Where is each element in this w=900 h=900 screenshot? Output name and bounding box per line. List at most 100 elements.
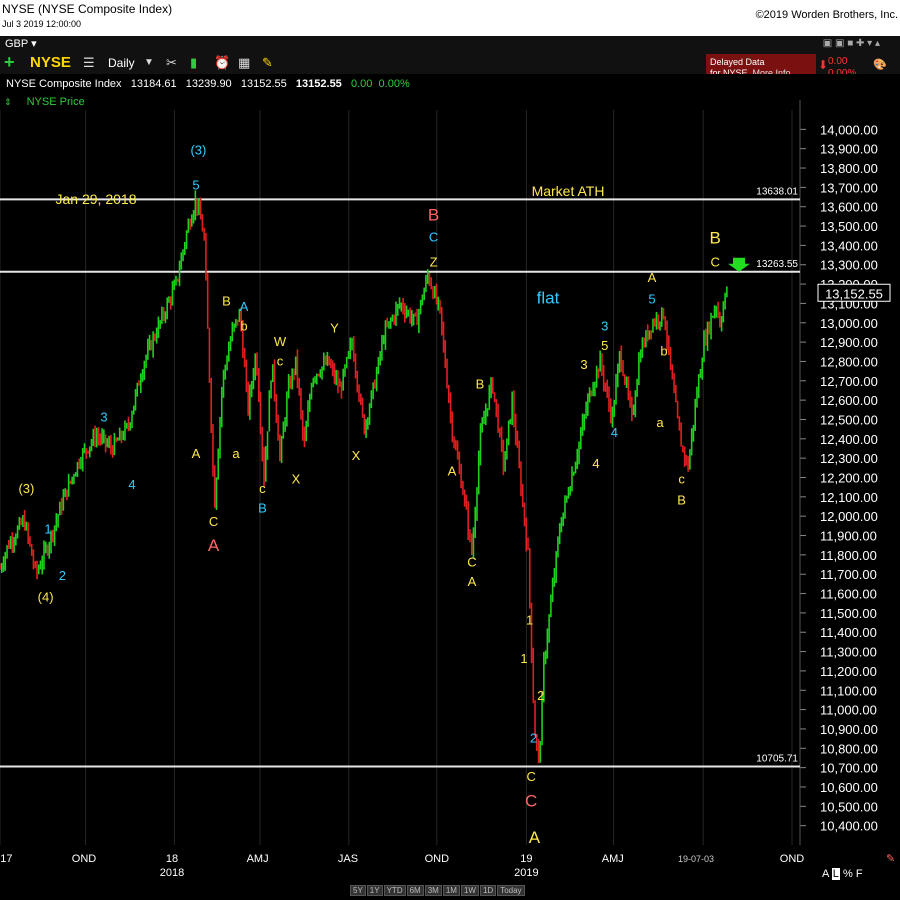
wave-label: 1 — [520, 651, 527, 666]
scale-options[interactable]: A L % F — [822, 868, 863, 880]
wave-label: B — [258, 500, 267, 515]
y-tick-label: 12,500.00 — [820, 412, 878, 427]
indicator-name: NYSE Price — [26, 96, 85, 108]
target-arrow-icon — [728, 257, 750, 272]
quote-high: 13239.90 — [185, 78, 232, 90]
period-dropdown-icon[interactable]: ▼ — [144, 57, 154, 68]
y-tick-label: 11,600.00 — [820, 587, 877, 602]
wave-label: B — [222, 293, 231, 308]
y-tick-label: 12,900.00 — [820, 335, 878, 350]
expand-icon[interactable]: ⇕ — [4, 97, 12, 107]
y-tick-label: 12,800.00 — [820, 354, 878, 369]
symbol-field[interactable]: NYSE — [30, 54, 71, 71]
currency-select[interactable]: GBP ▾ — [5, 38, 37, 50]
delayed-line1: Delayed Data — [710, 57, 765, 67]
x-tick-label: AMJ — [602, 853, 624, 865]
range-1d[interactable]: 1D — [479, 885, 497, 896]
wave-label: C — [525, 791, 537, 810]
window-controls[interactable]: ▣ ▣ ■ ✚ ▾ ▴ — [822, 38, 880, 49]
range-today[interactable]: Today — [497, 885, 525, 896]
current-price-box — [817, 283, 891, 302]
x-tick-label: JAS — [338, 853, 358, 865]
wave-label: b — [240, 319, 247, 334]
range-1m[interactable]: 1M — [442, 885, 460, 896]
change-box: 0.00 0.00% — [828, 56, 856, 80]
change-value: 0.00 — [828, 56, 848, 67]
range-buttons: 5Y 1Y YTD 6M 3M 1M 1W 1D Today — [350, 885, 526, 896]
wave-label: C — [429, 230, 438, 245]
y-tick-label: 12,700.00 — [820, 374, 878, 389]
y-tick-label: 13,400.00 — [820, 238, 878, 253]
wave-label: A — [448, 464, 457, 479]
alarm-clock-icon[interactable]: ⏰ — [214, 55, 231, 70]
draw-pencil-icon[interactable]: ✎ — [886, 853, 896, 865]
wave-label: B — [428, 205, 439, 224]
y-tick-label: 10,700.00 — [820, 761, 878, 776]
quote-name: NYSE Composite Index — [6, 78, 122, 90]
current-price-label: 13,152.55 — [825, 286, 883, 301]
wave-label: 1 — [526, 613, 533, 628]
quote-change-pct: 0.00% — [378, 78, 410, 90]
wave-label: c — [277, 353, 284, 368]
list-icon[interactable]: ☰ — [83, 55, 95, 70]
range-5y[interactable]: 5Y — [350, 885, 366, 896]
y-tick-label: 10,400.00 — [820, 819, 878, 834]
y-tick-label: 11,100.00 — [820, 683, 877, 698]
y-tick-label: 12,000.00 — [820, 509, 878, 524]
tools-icon[interactable]: ✂ — [166, 55, 177, 70]
wave-label: a — [232, 446, 240, 461]
wave-label: 4 — [128, 477, 135, 492]
add-symbol-icon[interactable]: + — [4, 52, 15, 72]
wave-label: C — [527, 769, 536, 784]
delayed-line2: for NYSE — [710, 68, 748, 78]
grid-icon[interactable]: ▦ — [238, 55, 251, 70]
y-tick-label: 12,400.00 — [820, 432, 878, 447]
indicator-label[interactable]: ⇕ NYSE Price — [4, 96, 85, 108]
note-icon[interactable]: ✎ — [262, 55, 273, 70]
wave-label: 2 — [59, 568, 66, 583]
wave-label: b — [660, 344, 667, 359]
range-3m[interactable]: 3M — [424, 885, 442, 896]
wave-label: A — [648, 270, 657, 285]
period-select[interactable]: Daily — [108, 56, 135, 70]
range-1w[interactable]: 1W — [460, 885, 479, 896]
wave-label: Jan 29, 2018 — [56, 191, 137, 207]
x-tick-label: 19-07-03 — [678, 854, 714, 864]
quote-open: 13184.61 — [130, 78, 177, 90]
wave-label: C — [711, 255, 720, 270]
bar-chart-icon[interactable]: ▮ — [190, 55, 198, 70]
x-tick-sublabel: 2019 — [514, 867, 538, 879]
reference-line-label: 13638.01 — [756, 186, 798, 197]
x-tick-label: 19 — [520, 853, 532, 865]
wave-label: (3) — [18, 481, 34, 496]
x-tick-sublabel: 2018 — [160, 867, 184, 879]
y-tick-label: 10,600.00 — [820, 780, 878, 795]
y-tick-label: 13,500.00 — [820, 219, 878, 234]
wave-label: c — [259, 481, 266, 496]
y-tick-label: 11,200.00 — [820, 664, 877, 679]
wave-label: 3 — [580, 357, 587, 372]
wave-label: X — [292, 471, 301, 486]
quote-row: NYSE Composite Index 13184.61 13239.90 1… — [0, 74, 900, 94]
x-tick-label: 18 — [166, 853, 178, 865]
wave-label: B — [710, 228, 721, 247]
range-6m[interactable]: 6M — [406, 885, 424, 896]
window-titlebar: NYSE (NYSE Composite Index) Jul 3 2019 1… — [0, 0, 900, 36]
y-tick-label: 12,100.00 — [820, 490, 878, 505]
wave-label: 5 — [648, 291, 655, 306]
y-tick-label: 14,000.00 — [820, 122, 878, 137]
y-tick-label: 10,900.00 — [820, 722, 878, 737]
range-1y[interactable]: 1Y — [366, 885, 383, 896]
y-tick-label: 12,200.00 — [820, 471, 878, 486]
more-info-link[interactable]: More Info... — [752, 68, 799, 78]
reference-line-label: 10705.71 — [756, 754, 798, 765]
wave-label: (4) — [38, 589, 54, 604]
wave-label: c — [678, 471, 685, 486]
palette-icon[interactable]: 🎨 — [873, 59, 887, 71]
chart-datetime: Jul 3 2019 12:00:00 — [2, 19, 82, 29]
y-tick-label: 10,800.00 — [820, 741, 878, 756]
range-ytd[interactable]: YTD — [383, 885, 406, 896]
wave-label: (3) — [190, 142, 206, 157]
y-tick-label: 11,300.00 — [820, 645, 877, 660]
